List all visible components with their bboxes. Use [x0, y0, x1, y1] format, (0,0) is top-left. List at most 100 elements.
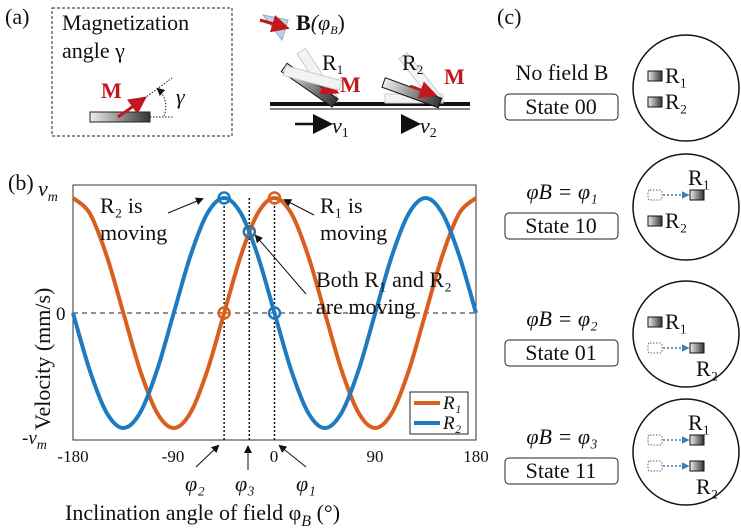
- state-box: [504, 212, 619, 240]
- state-label: State 01: [525, 340, 597, 365]
- legend-label-r1: R₁: [442, 393, 461, 414]
- annotation-both-moving: Both R₁ and R₂: [316, 267, 452, 292]
- x-tick: 0: [270, 447, 279, 466]
- x-tick: -90: [162, 447, 185, 466]
- state-circle: [632, 280, 740, 388]
- angle-arc: [156, 87, 167, 117]
- rotor-icon: [647, 70, 663, 82]
- state-box: [504, 457, 619, 485]
- data-marker: [267, 191, 282, 205]
- state-box: [504, 93, 619, 121]
- rotor-label: R₁: [688, 410, 710, 435]
- state-condition: φB = φ₂: [526, 306, 598, 331]
- data-marker: [217, 306, 231, 320]
- x-tick: 180: [463, 447, 489, 466]
- m-label: M: [101, 78, 122, 103]
- y-tick-zero: 0: [56, 304, 66, 325]
- rotor-label: R₂: [696, 474, 718, 499]
- m-label-r2: M: [444, 64, 465, 89]
- annotation-arrow: [283, 199, 315, 216]
- v2-label: v2: [420, 113, 437, 141]
- phi2-label: φ₂: [185, 471, 205, 496]
- phi2-arrow: [195, 444, 220, 468]
- state-circle: [632, 398, 740, 506]
- state-label: State 11: [526, 458, 597, 483]
- annotation-both-moving-2: are moving: [316, 294, 416, 319]
- state-2: φB = φ₂ State 01 R₁ R₂: [504, 280, 740, 388]
- magnetization-title: Magnetization: [62, 10, 189, 35]
- data-marker: [242, 224, 257, 239]
- annotation-r2-moving-2: moving: [100, 220, 167, 245]
- annotation-r1-moving-2: moving: [320, 220, 387, 245]
- previous-position: [647, 460, 663, 472]
- v1-label: v1: [332, 113, 349, 141]
- field-arrow-icon: [259, 15, 290, 33]
- phi1-arrow: [278, 444, 307, 468]
- previous-position: [647, 189, 663, 201]
- data-marker: [217, 191, 231, 205]
- annotation-arrow: [254, 234, 307, 295]
- state-3: φB = φ₃ State 11 R₁ R₂: [504, 398, 740, 506]
- panel-a-label: (a): [5, 4, 29, 29]
- panel-c-label: (c): [497, 4, 521, 29]
- phi3-label: φ₃: [235, 471, 255, 496]
- annotation-r2-moving: R₂ is: [100, 193, 143, 218]
- legend: R₁ R₂: [409, 391, 469, 435]
- rotor-r2: [381, 51, 445, 109]
- previous-position: [647, 342, 663, 354]
- r1-label: R1: [322, 50, 343, 77]
- rotor-icon: [689, 460, 705, 472]
- rotor-icon: [647, 215, 663, 227]
- data-marker: [267, 306, 282, 320]
- y-tick-top: vm: [38, 176, 58, 205]
- magnetization-box: [51, 7, 233, 137]
- rotor-label: R₁: [688, 165, 710, 190]
- state-circle: [632, 34, 740, 142]
- panel-b-chart: (b) vm 0 -vm -180 -90 0 90 180 Velocity …: [8, 170, 489, 530]
- state-label: State 00: [525, 94, 597, 119]
- panel-b-label: (b): [8, 170, 34, 195]
- previous-position: [647, 434, 663, 446]
- m-label-r1: M: [340, 72, 361, 97]
- y-tick-bottom: -vm: [22, 428, 47, 453]
- x-tick: -180: [57, 447, 88, 466]
- series-line-r1: [71, 195, 478, 431]
- field-cone-icon: [261, 14, 289, 42]
- rotor-icon: [647, 316, 663, 328]
- panel-a: (a) Magnetization angle γ M γ B(φB) R1 M…: [5, 4, 470, 141]
- track: [270, 102, 470, 106]
- phi1-label: φ₁: [296, 471, 316, 496]
- rotor-r1-ghost: [282, 65, 343, 92]
- rotor-icon: [689, 189, 705, 201]
- state-condition: φB = φ₃: [526, 424, 597, 449]
- series-line-r2: [71, 195, 478, 431]
- state-condition: No field B: [516, 60, 609, 85]
- angle-title: angle γ: [62, 38, 125, 63]
- state-label: State 10: [525, 213, 597, 238]
- x-tick: 90: [367, 447, 384, 466]
- gamma-label: γ: [176, 84, 186, 109]
- rotor-label: R₂: [665, 208, 687, 233]
- r2-label: R2: [402, 50, 423, 77]
- state-circle: [632, 153, 740, 261]
- field-label: B(φB): [296, 10, 345, 37]
- annotation-arrow: [167, 197, 204, 214]
- annotation-r1-moving: R₁ is: [320, 193, 363, 218]
- magnetization-arrow-icon: [117, 96, 147, 119]
- rotor-icon: [689, 342, 705, 354]
- rotor-icon: [647, 96, 663, 108]
- angle-line: [141, 77, 173, 101]
- state-condition: φB = φ₁: [526, 179, 597, 204]
- state-box: [504, 339, 619, 367]
- rotor-label: R₁: [665, 63, 687, 88]
- x-axis-label: Inclination angle of field φB (°): [65, 500, 340, 530]
- rotor-label: R₂: [696, 356, 718, 381]
- y-axis-label: Velocity (mm/s): [30, 288, 55, 430]
- legend-label-r2: R₂: [442, 413, 462, 434]
- rotor-icon: [689, 434, 705, 446]
